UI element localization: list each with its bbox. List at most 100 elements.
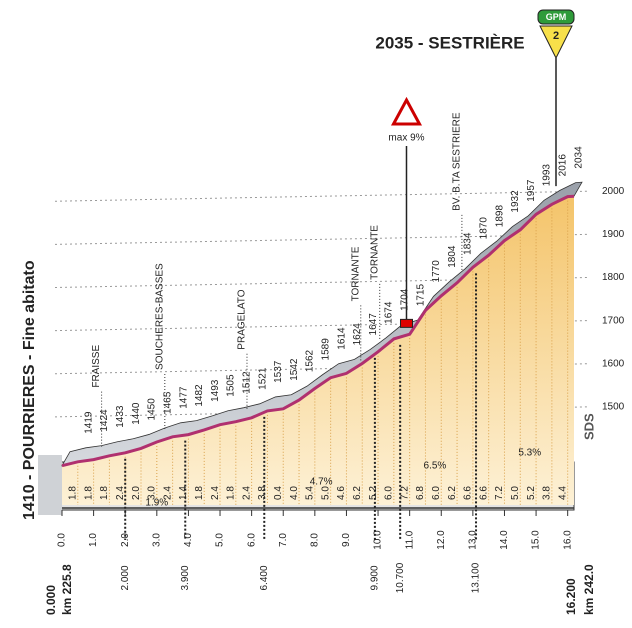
altitude-label: 1614	[336, 327, 347, 350]
altitude-label: 1521	[257, 367, 268, 390]
gradient-label: 2.4	[115, 486, 126, 500]
y-tick-label: 2000	[602, 186, 625, 197]
altitude-label: 1477	[178, 386, 189, 409]
badge-label: GPM	[546, 12, 567, 22]
place-label: TORNANTE	[350, 246, 361, 301]
distance-label: 13.100	[471, 562, 482, 593]
x-tick-label: 13.0	[468, 530, 479, 550]
max-gradient: max 9%	[388, 133, 424, 144]
gradient-label: 5.2	[368, 486, 379, 500]
y-tick-label: 1800	[602, 272, 625, 283]
average-gradient: 5.3%	[518, 448, 541, 459]
gradient-label: 3.0	[147, 486, 158, 500]
end-race-km: km 242.0	[582, 564, 596, 615]
gradient-label: 3.8	[257, 486, 268, 500]
average-gradient: 4.7%	[310, 477, 333, 488]
altitude-label: 2016	[558, 154, 569, 177]
x-tick-label: 12.0	[436, 530, 447, 550]
altitude-label: 1993	[542, 164, 553, 187]
gradient-label: 1.8	[99, 486, 110, 500]
altitude-label: 2034	[573, 146, 584, 169]
altitude-label: 1932	[510, 190, 521, 213]
x-tick-label: 11.0	[404, 530, 415, 549]
gradient-label: 2.0	[131, 486, 142, 500]
base-left	[38, 455, 62, 515]
x-tick-label: 9.0	[341, 533, 352, 547]
altitude-label: 1870	[479, 217, 490, 240]
gradient-label: 5.0	[510, 486, 521, 500]
warning-sign	[390, 96, 423, 126]
x-tick-label: 5.0	[215, 533, 226, 547]
gradient-label: 6.8	[415, 486, 426, 500]
x-tick-label: 14.0	[499, 530, 510, 550]
place-label: FRAISSE	[91, 345, 102, 388]
distance-label: 10.700	[395, 562, 406, 593]
gradient-label: 1.8	[226, 486, 237, 500]
profile-area	[62, 196, 574, 505]
altitude-label: 1704	[399, 288, 410, 311]
altitude-label: 1834	[463, 232, 474, 255]
altitude-label: 1898	[494, 205, 505, 228]
gradient-label: 1.8	[194, 486, 205, 500]
distance-label: 9.900	[370, 565, 381, 590]
chart-title: 2035 - SESTRIÈRE	[375, 33, 524, 52]
gradient-label: 4.0	[289, 486, 300, 500]
gradient-label: 4.4	[557, 486, 568, 500]
altitude-label: 1770	[431, 260, 442, 283]
x-tick-label: 15.0	[531, 530, 542, 550]
profile-line	[61, 194, 575, 468]
gradient-label: 1.4	[178, 486, 189, 500]
start-label: 1410 - POURRIERES - Fine abitato	[21, 260, 38, 520]
gradient-label: 2.4	[241, 486, 252, 500]
gradient-label: 6.2	[352, 486, 363, 500]
altitude-label: 1804	[447, 245, 458, 268]
altitude-label: 1957	[526, 179, 537, 202]
altitude-label: 1715	[415, 283, 426, 306]
altitude-label: 1482	[194, 384, 205, 407]
average-gradient: 1.9%	[145, 498, 168, 509]
logo: SDS	[581, 413, 596, 440]
x-tick-label: 10.0	[373, 530, 384, 550]
gpm-badge: GPM 2	[537, 9, 575, 60]
x-tick-label: 4.0	[183, 533, 194, 547]
altitude-label: 1440	[131, 402, 142, 425]
gradient-label: 0.4	[273, 486, 284, 500]
gradient-label: 7.2	[399, 486, 410, 500]
grid-line	[54, 320, 589, 332]
altitude-label: 1433	[115, 405, 126, 428]
gradient-label: 6.6	[478, 486, 489, 500]
gradient-label: 2.4	[210, 486, 221, 500]
y-tick-label: 1700	[602, 315, 625, 326]
start-km: 0.000	[44, 585, 58, 615]
gradient-label: 5.4	[305, 486, 316, 500]
altitude-label: 1505	[226, 374, 237, 397]
distance-label: 2.000	[120, 565, 131, 590]
altitude-label: 1589	[320, 338, 331, 361]
gradient-label: 6.0	[384, 486, 395, 500]
place-label: SOUCHERES-BASSES	[154, 263, 165, 370]
place-label: PRAGELATO	[237, 289, 248, 349]
x-tick-label: 3.0	[151, 533, 162, 547]
x-tick-label: 0.0	[57, 533, 68, 547]
grid-line	[54, 190, 589, 202]
gradient-label: 6.2	[447, 486, 458, 500]
x-tick-label: 7.0	[278, 533, 289, 547]
x-tick-label: 16.0	[562, 530, 573, 550]
badge-category: 2	[553, 30, 559, 42]
y-tick-label: 1600	[602, 358, 625, 369]
altitude-label: 1450	[147, 398, 158, 421]
distance-label: 3.900	[180, 565, 191, 590]
gradient-label: 6.0	[431, 486, 442, 500]
end-km: 16.200	[564, 578, 578, 615]
y-tick-label: 1500	[602, 402, 625, 413]
gradient-label: 6.6	[463, 486, 474, 500]
x-tick-label: 8.0	[309, 533, 320, 547]
average-gradient: 6.5%	[424, 461, 447, 472]
altitude-label: 1562	[305, 349, 316, 372]
x-tick-label: 1.0	[88, 533, 99, 547]
max-marker	[399, 318, 413, 328]
place-label: BV. B.TA SESTRIERE	[452, 112, 463, 211]
gradient-label: 1.8	[83, 486, 94, 500]
altitude-label: 1624	[352, 323, 363, 346]
